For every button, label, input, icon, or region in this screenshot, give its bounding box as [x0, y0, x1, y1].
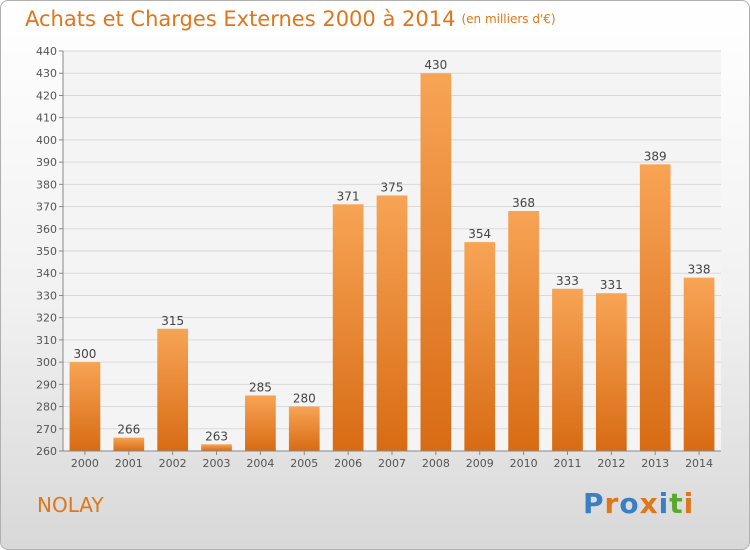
y-tick-label: 270 — [36, 423, 57, 436]
x-tick-label: 2000 — [71, 457, 99, 470]
y-tick-label: 370 — [36, 201, 57, 214]
chart-title: Achats et Charges Externes 2000 à 2014 (e… — [25, 7, 556, 31]
y-tick-label: 310 — [36, 334, 57, 347]
x-tick-label: 2012 — [597, 457, 625, 470]
bar-2004 — [245, 395, 276, 451]
x-tick-label: 2006 — [334, 457, 362, 470]
x-tick-label: 2001 — [115, 457, 143, 470]
chart-title-text: Achats et Charges Externes 2000 à 2014 — [25, 7, 456, 31]
bar-2007 — [376, 195, 408, 451]
data-label-2002: 315 — [161, 314, 184, 328]
data-label-2003: 263 — [205, 429, 228, 443]
bar-2003 — [201, 444, 232, 451]
data-label-2004: 285 — [249, 380, 272, 394]
x-tick-label: 2004 — [246, 457, 274, 470]
y-tick-label: 290 — [36, 378, 57, 391]
bar-2010 — [508, 211, 539, 451]
bar-2006 — [332, 204, 364, 451]
bar-2002 — [157, 328, 189, 451]
bar-2012 — [595, 293, 627, 451]
bar-2014 — [683, 277, 715, 451]
x-tick-label: 2011 — [553, 457, 581, 470]
bar-2005 — [288, 406, 320, 451]
x-tick-label: 2003 — [203, 457, 231, 470]
y-tick-label: 330 — [36, 289, 57, 302]
bar-2008 — [420, 73, 452, 451]
bar-2013 — [639, 164, 671, 452]
x-tick-label: 2013 — [641, 457, 669, 470]
y-tick-label: 390 — [36, 156, 57, 169]
y-tick-label: 400 — [36, 134, 57, 147]
data-label-2009: 354 — [468, 227, 491, 241]
data-label-2013: 389 — [644, 149, 667, 163]
data-label-2006: 371 — [337, 189, 360, 203]
y-tick-label: 410 — [36, 112, 57, 125]
x-tick-label: 2009 — [466, 457, 494, 470]
x-tick-label: 2007 — [378, 457, 406, 470]
bar-2000 — [69, 362, 101, 451]
place-name: NOLAY — [37, 493, 104, 517]
y-tick-label: 260 — [36, 445, 57, 458]
bar-2011 — [552, 288, 583, 451]
y-tick-label: 340 — [36, 267, 57, 280]
bar-2009 — [464, 242, 496, 451]
bar-chart: 300 266 315 263 285 280 371 375 430 354 368 333 331 3… — [36, 45, 721, 470]
y-tick-label: 350 — [36, 245, 57, 258]
y-tick-label: 380 — [36, 178, 57, 191]
data-label-2001: 266 — [117, 423, 140, 437]
y-tick-label: 300 — [36, 356, 57, 369]
x-tick-label: 2008 — [422, 457, 450, 470]
bar-2001 — [113, 437, 145, 451]
x-tick-label: 2010 — [510, 457, 538, 470]
data-label-2007: 375 — [381, 180, 404, 194]
data-label-2011: 333 — [556, 274, 579, 288]
y-tick-label: 360 — [36, 223, 57, 236]
x-tick-label: 2005 — [290, 457, 318, 470]
data-label-2012: 331 — [600, 278, 623, 292]
y-tick-label: 420 — [36, 89, 57, 102]
y-tick-label: 430 — [36, 67, 57, 80]
data-label-2014: 338 — [688, 263, 711, 277]
data-label-2000: 300 — [73, 347, 96, 361]
proxiti-logo: Proxiti — [583, 487, 695, 520]
data-label-2005: 280 — [293, 392, 316, 406]
data-label-2010: 368 — [512, 196, 535, 210]
y-tick-label: 320 — [36, 312, 57, 325]
y-tick-label: 440 — [36, 45, 57, 58]
chart-unit-label: (en milliers d'€) — [461, 12, 556, 26]
y-tick-label: 280 — [36, 401, 57, 414]
x-tick-label: 2014 — [685, 457, 713, 470]
x-tick-label: 2002 — [159, 457, 187, 470]
data-label-2008: 430 — [424, 58, 447, 72]
